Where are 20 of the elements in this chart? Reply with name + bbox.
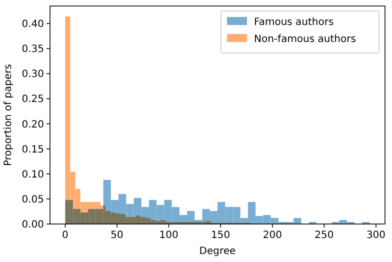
y-tick-label: 0.05: [22, 194, 44, 206]
x-tick-label: 250: [314, 230, 334, 241]
x-axis-title: Degree: [199, 246, 236, 257]
x-tick-label: 0: [62, 230, 68, 241]
y-tick-label: 0.25: [22, 94, 44, 106]
y-tick-label: 0.35: [22, 44, 44, 56]
x-tick-label: 200: [262, 230, 282, 241]
x-tick-label: 100: [159, 230, 178, 241]
legend-label: Non-famous authors: [254, 34, 356, 45]
y-tick-label: 0.30: [22, 69, 44, 80]
y-tick-label: 0.20: [22, 119, 44, 130]
y-tick-label: 0.10: [22, 169, 44, 180]
legend-label: Famous authors: [254, 17, 334, 28]
x-tick-label: 150: [211, 230, 230, 241]
y-tick-label: 0.00: [22, 220, 44, 230]
x-tick-label: 50: [110, 230, 124, 241]
y-tick-label: 0.40: [22, 19, 44, 30]
x-tick-label: 300: [366, 230, 386, 241]
y-axis-title: Proportion of papers: [3, 64, 14, 166]
y-tick-label: 0.15: [22, 144, 44, 156]
